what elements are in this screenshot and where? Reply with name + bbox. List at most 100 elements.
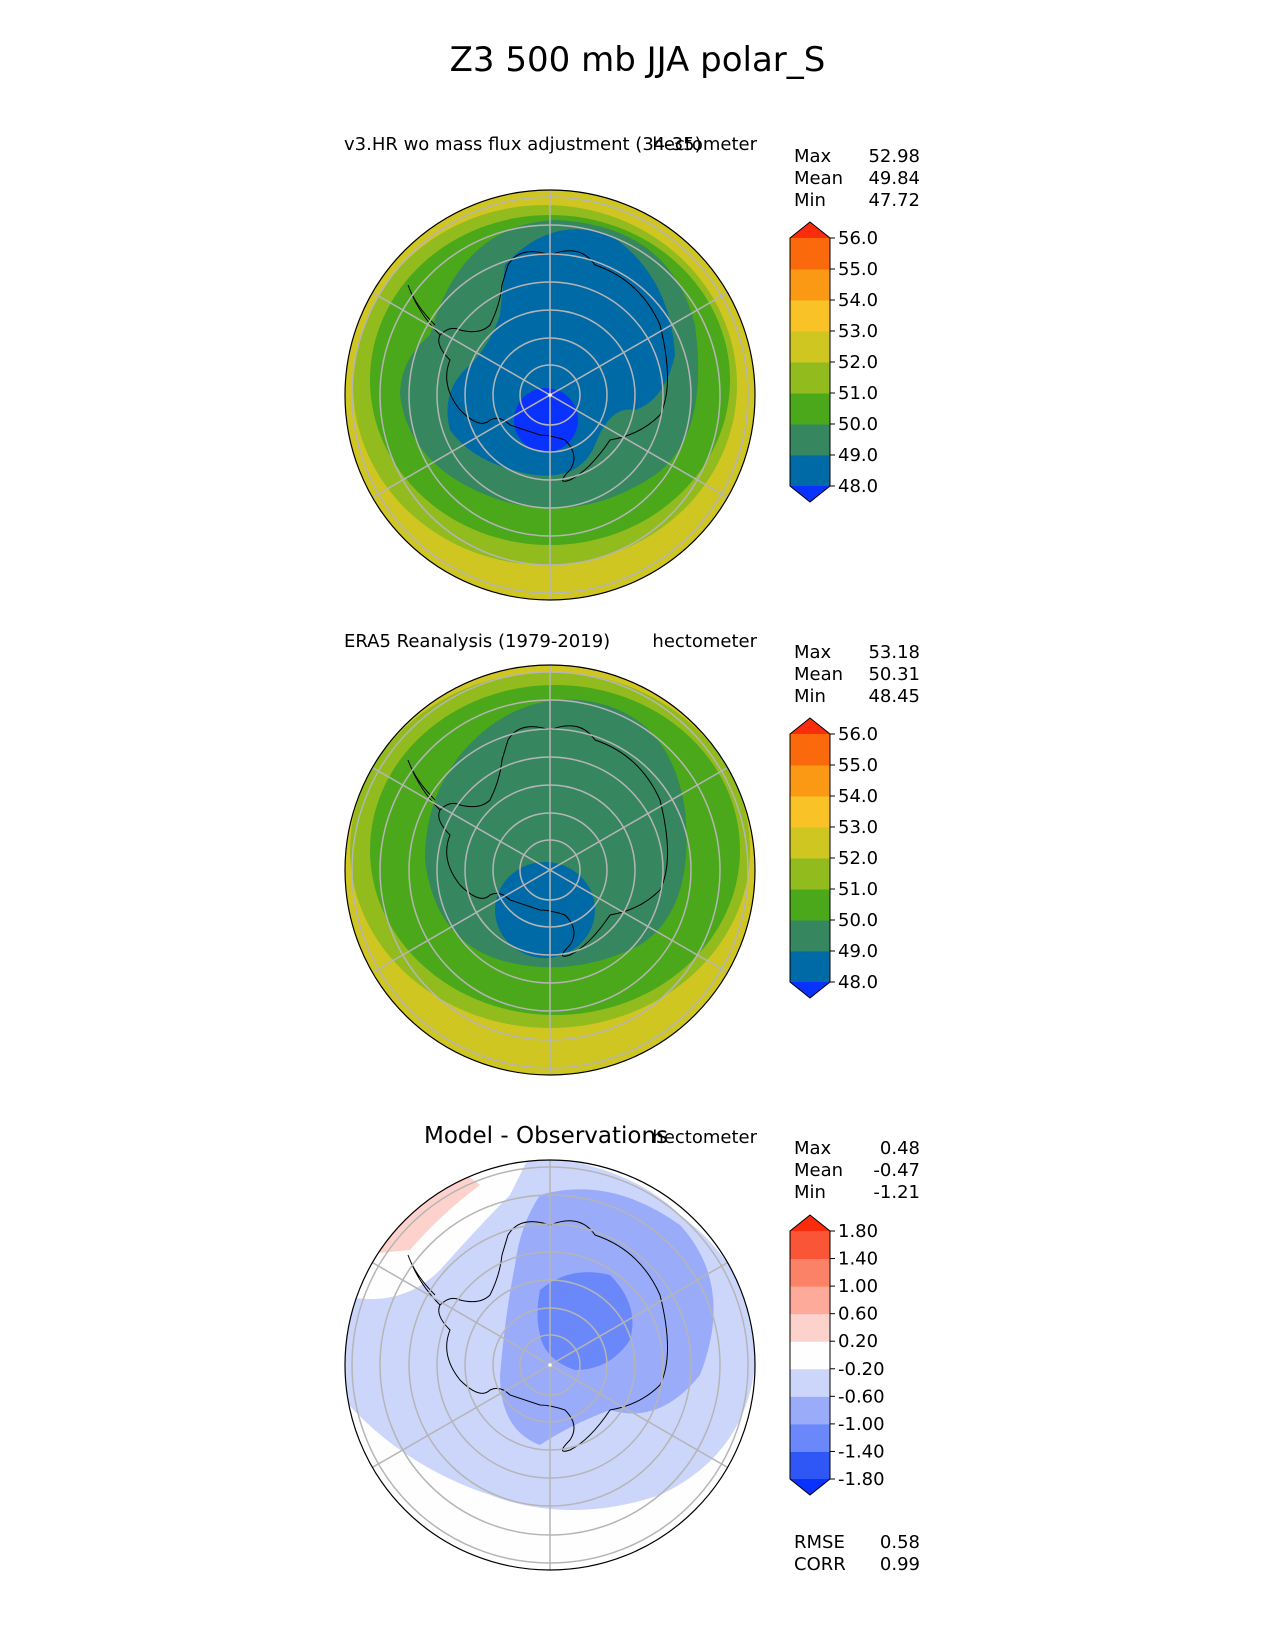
colorbar-bin <box>790 331 830 363</box>
map-boundary <box>344 664 756 1076</box>
colorbar-tick-label: 54.0 <box>838 786 878 807</box>
stat-label: Min <box>794 190 826 211</box>
polar-map <box>344 189 756 601</box>
metric-label: CORR <box>794 1554 846 1575</box>
figure-title: Z3 500 mb JJA polar_S <box>449 40 826 80</box>
colorbar-tick-label: -1.40 <box>838 1441 885 1462</box>
stat-value: -0.47 <box>873 1160 920 1181</box>
colorbar-bin <box>790 238 830 270</box>
colorbar-tick-label: 52.0 <box>838 848 878 869</box>
polar-map <box>344 664 756 1076</box>
stat-label: Max <box>794 642 832 663</box>
stat-value: -1.21 <box>873 1182 920 1203</box>
colorbar-tick-label: 1.80 <box>838 1221 878 1242</box>
colorbar-tick-label: -1.80 <box>838 1469 885 1490</box>
stat-label: Mean <box>794 1160 844 1181</box>
colorbar-bin <box>790 300 830 332</box>
contour-fill-50 <box>425 699 687 968</box>
colorbar-bin <box>790 1451 830 1480</box>
colorbar-tick-label: 53.0 <box>838 817 878 838</box>
colorbar-bin <box>790 1368 830 1397</box>
map-boundary <box>344 1159 756 1571</box>
pole-marker <box>548 1363 552 1367</box>
panel-title: Model - Observations <box>424 1123 669 1149</box>
colorbar-bin <box>790 827 830 859</box>
colorbar-tick-label: 49.0 <box>838 445 878 466</box>
units-label: hectometer <box>652 1127 757 1148</box>
pole-marker <box>548 393 552 397</box>
colorbar: 48.0 49.0 50.0 51.0 52.0 53.0 54.0 55.0 56.0 <box>789 221 878 503</box>
units-label: hectometer <box>652 134 757 155</box>
stat-value: 47.72 <box>868 190 920 211</box>
colorbar-bin <box>790 393 830 425</box>
metric-value: 0.58 <box>879 1532 920 1553</box>
units-label: hectometer <box>652 631 757 652</box>
stat-label: Min <box>794 1182 826 1203</box>
graticule <box>351 190 749 600</box>
colorbar-tick-label: 51.0 <box>838 879 878 900</box>
colorbar-extend-min <box>790 1479 830 1495</box>
stat-label: Mean <box>794 664 844 685</box>
colorbar-bin <box>790 858 830 890</box>
panel-title: ERA5 Reanalysis (1979-2019) <box>344 631 611 652</box>
stat-value: 48.45 <box>868 686 920 707</box>
colorbar-extend-max <box>790 1215 830 1231</box>
stat-label: Mean <box>794 168 844 189</box>
stat-value: 52.98 <box>868 146 920 167</box>
colorbar-bin <box>790 362 830 394</box>
colorbar-extend-min <box>790 982 830 998</box>
colorbar-tick-label: 0.60 <box>838 1304 878 1325</box>
graticule <box>351 1160 749 1570</box>
colorbar: 48.0 49.0 50.0 51.0 52.0 53.0 54.0 55.0 56.0 <box>789 717 878 999</box>
colorbar-bin <box>790 920 830 952</box>
colorbar-tick-label: 51.0 <box>838 383 878 404</box>
metric-value: 0.99 <box>879 1554 920 1575</box>
stat-value: 50.31 <box>868 664 920 685</box>
colorbar-bin <box>790 796 830 828</box>
colorbar-extend-max <box>790 718 830 734</box>
colorbar-tick-label: -1.00 <box>838 1414 885 1435</box>
colorbar-bin <box>790 951 830 983</box>
colorbar-bin <box>790 765 830 797</box>
colorbar-bin <box>790 424 830 456</box>
panel-title: v3.HR wo mass flux adjustment (34-35) <box>344 134 702 155</box>
colorbar-bin <box>790 1341 830 1370</box>
colorbar-bin <box>790 1258 830 1287</box>
colorbar-bin <box>790 1231 830 1260</box>
colorbar-tick-label: -0.20 <box>838 1359 885 1380</box>
colorbar-extend-max <box>790 222 830 238</box>
colorbar-tick-label: 1.40 <box>838 1249 878 1270</box>
colorbar-bin <box>790 1423 830 1452</box>
stat-label: Max <box>794 1138 832 1159</box>
colorbar-bin <box>790 269 830 301</box>
colorbar-tick-label: 48.0 <box>838 972 878 993</box>
colorbar-bin <box>790 889 830 921</box>
peninsula-coastline <box>407 284 441 336</box>
colorbar-tick-label: 48.0 <box>838 476 878 497</box>
stat-value: 0.48 <box>879 1138 920 1159</box>
peninsula-coastline <box>407 759 441 811</box>
colorbar-extend-min <box>790 486 830 502</box>
colorbar-tick-label: 56.0 <box>838 724 878 745</box>
graticule <box>351 665 749 1075</box>
stat-label: Min <box>794 686 826 707</box>
colorbar-tick-label: 54.0 <box>838 290 878 311</box>
colorbar-tick-label: 55.0 <box>838 755 878 776</box>
colorbar-tick-label: 55.0 <box>838 259 878 280</box>
colorbar-tick-label: 50.0 <box>838 910 878 931</box>
colorbar-bin <box>790 1313 830 1342</box>
polar-map <box>344 1159 756 1571</box>
colorbar: -1.80 -1.40 -1.00 -0.60 -0.20 0.20 0.60 1.00 1.4… <box>789 1214 885 1496</box>
colorbar-bin <box>790 1286 830 1315</box>
stat-value: 49.84 <box>868 168 920 189</box>
colorbar-tick-label: 50.0 <box>838 414 878 435</box>
colorbar-tick-label: 1.00 <box>838 1276 878 1297</box>
colorbar-tick-label: 49.0 <box>838 941 878 962</box>
metric-label: RMSE <box>794 1532 845 1553</box>
contour-fill-48 <box>514 388 578 452</box>
colorbar-tick-label: 56.0 <box>838 228 878 249</box>
contour-fill-neg-1.0 <box>537 1272 633 1370</box>
colorbar-bin <box>790 455 830 487</box>
colorbar-bin <box>790 1396 830 1425</box>
stat-value: 53.18 <box>868 642 920 663</box>
